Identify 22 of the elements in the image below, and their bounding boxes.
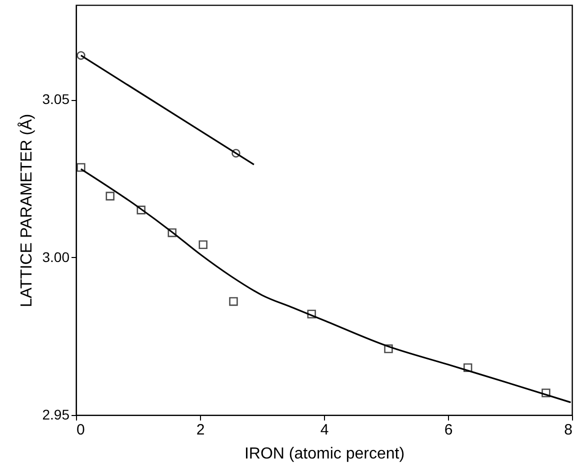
x-tick-label: 6: [444, 422, 453, 438]
x-tick-label: 2: [196, 422, 205, 438]
y-tick-label: 2.95: [42, 406, 70, 422]
point: [542, 388, 550, 398]
point: [76, 163, 86, 172]
point: [307, 310, 316, 318]
y-tick-label: 3.05: [42, 91, 70, 108]
x-tick-label: 8: [564, 422, 572, 438]
point: [384, 344, 393, 354]
point: [106, 192, 114, 200]
y-axis-title: LATTICE PARAMETER (Å): [17, 114, 36, 308]
x-tick-label: 4: [320, 422, 329, 438]
point: [198, 240, 208, 250]
point: [463, 363, 472, 372]
point: [76, 51, 86, 60]
x-axis-title: IRON (atomic percent): [244, 446, 405, 462]
point: [136, 206, 146, 214]
y-tick-label: 3.00: [42, 248, 70, 265]
point: [229, 297, 238, 306]
point: [168, 228, 176, 238]
x-tick-label: 0: [76, 422, 85, 438]
point: [232, 148, 240, 158]
